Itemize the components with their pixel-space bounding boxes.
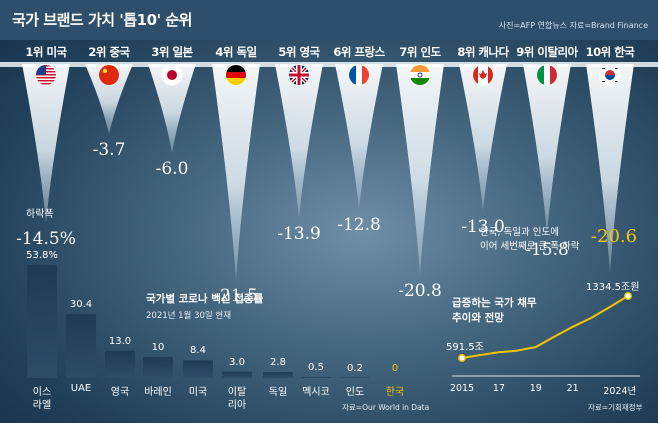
vaccine-value-label: 10 xyxy=(151,342,165,353)
debt-x-tick: 19 xyxy=(529,383,542,394)
vaccine-value-label: 53.8% xyxy=(26,250,58,262)
vaccine-category-label: 이스 xyxy=(32,387,52,398)
india-flag-icon xyxy=(410,65,430,85)
vaccine-bar xyxy=(66,314,96,378)
debt-x-tick: 21 xyxy=(566,383,579,394)
header-bar xyxy=(0,0,658,40)
rank-label: 2위 중국 xyxy=(88,45,130,59)
vaccine-value-label: 0.5 xyxy=(308,361,324,373)
rank-label: 9위 이탈리아 xyxy=(516,45,578,59)
rank-label: 5위 영국 xyxy=(278,45,320,59)
vaccine-value-label: 2.8 xyxy=(270,357,286,369)
vaccine-value-label: 8.4 xyxy=(190,345,206,357)
vaccine-category-label: 독일 xyxy=(268,387,288,398)
icicle-base-band xyxy=(0,62,658,67)
vaccine-bar xyxy=(143,357,173,378)
france-flag-icon xyxy=(349,65,369,85)
vaccine-category-label: 바레인 xyxy=(144,387,172,398)
debt-x-tick: 2024년 xyxy=(603,386,637,397)
vaccine-chart-subtitle: 2021년 1월 30일 현재 xyxy=(146,311,232,321)
vaccine-category-label: 라엘 xyxy=(32,400,52,411)
korea-annotation: 한국, 독일과 인도에 이어 세번째로 큰 폭 하락 xyxy=(480,227,580,252)
brand-value-cone xyxy=(148,64,196,154)
brand-value-label: -21.5 xyxy=(214,286,258,307)
rank-label: 1위 미국 xyxy=(25,45,67,59)
debt-x-tick: 2015 xyxy=(449,383,475,394)
vaccine-value-label: 0 xyxy=(391,363,399,374)
vaccine-bar xyxy=(105,350,135,378)
brand-value-cone xyxy=(459,64,507,211)
vaccine-bar xyxy=(263,372,293,378)
korea-flag-icon xyxy=(600,65,620,85)
rank-label: 8위 캐나다 xyxy=(457,45,509,59)
brand-value-label: -15.8 xyxy=(525,239,569,260)
debt-point xyxy=(458,354,466,362)
canada-flag-icon xyxy=(473,65,493,85)
vaccine-bar xyxy=(301,376,331,378)
brand-value-label: -14.5% xyxy=(16,228,76,249)
brand-value-cone xyxy=(586,64,634,273)
brand-value-cone xyxy=(523,64,571,234)
brand-value-label: -12.8 xyxy=(337,214,381,235)
brand-value-cone xyxy=(22,64,70,223)
debt-x-tick: 17 xyxy=(492,383,505,394)
vaccine-category-label: 한국 xyxy=(385,387,405,398)
uk-flag-icon xyxy=(289,65,309,85)
debt-chart-title: 급증하는 국가 채무 추이와 전망 xyxy=(452,297,537,324)
vaccine-bars xyxy=(27,265,370,378)
debt-source: 자료=기획재정부 xyxy=(588,403,643,412)
vaccine-category-label: 영국 xyxy=(110,387,130,398)
brand-value-label: -20.8 xyxy=(398,280,442,301)
debt-point xyxy=(624,292,632,300)
brand-value-cones xyxy=(22,64,634,281)
brand-value-cone xyxy=(335,64,383,209)
vaccine-category-label: 멕시코 xyxy=(302,387,330,398)
debt-line xyxy=(461,295,629,359)
vaccine-category-label: 인도 xyxy=(345,387,365,398)
brand-value-label: -6.0 xyxy=(155,159,189,180)
vaccine-category-label: 이탈 xyxy=(227,387,247,398)
brand-value-cone xyxy=(275,64,323,218)
italy-flag-icon xyxy=(537,65,557,85)
brand-value-label: -13.0 xyxy=(461,216,505,237)
vaccine-bar xyxy=(183,360,213,378)
vaccine-value-label: 13.0 xyxy=(108,335,132,347)
page-title: 국가 브랜드 가치 '톱10' 순위 xyxy=(12,11,192,29)
vaccine-bar xyxy=(222,371,252,378)
vaccine-source: 자료=Our World in Data xyxy=(342,403,430,412)
brand-value-cone xyxy=(212,64,260,281)
brand-value-label: -3.7 xyxy=(92,140,126,161)
vaccine-chart-title: 국가별 코로나 백신 접종률 xyxy=(146,293,264,305)
decline-label: 하락폭 xyxy=(26,209,54,220)
us-flag-icon xyxy=(36,65,56,85)
vaccine-category-label: 미국 xyxy=(188,387,208,398)
japan-flag-icon xyxy=(162,65,182,85)
vaccine-bar xyxy=(27,265,57,378)
vaccine-value-label: 30.4 xyxy=(69,299,93,311)
debt-start-label: 591.5조 xyxy=(446,342,484,353)
china-flag-icon xyxy=(99,65,119,85)
rank-label: 4위 독일 xyxy=(215,45,257,59)
vaccine-value-label: 3.0 xyxy=(229,356,245,368)
brand-value-cone xyxy=(396,64,444,275)
credit-text: 사진=AFP 연합뉴스 자료=Brand Finance xyxy=(498,21,648,30)
debt-end-label: 1334.5조원 xyxy=(586,282,640,293)
brand-value-label: -20.6 xyxy=(590,226,638,247)
vaccine-category-label: UAE xyxy=(70,383,92,394)
vaccine-category-label: 리아 xyxy=(227,400,247,411)
debt-line-chart xyxy=(452,292,640,377)
brand-value-cone xyxy=(85,64,133,135)
rank-label: 10위 한국 xyxy=(585,45,635,59)
rank-label: 3위 일본 xyxy=(151,45,193,59)
rank-label: 6위 프랑스 xyxy=(333,45,385,59)
germany-flag-icon xyxy=(226,65,246,85)
rank-label: 7위 인도 xyxy=(399,45,441,59)
vaccine-value-label: 0.2 xyxy=(347,362,363,374)
brand-value-label: -13.9 xyxy=(277,223,321,244)
